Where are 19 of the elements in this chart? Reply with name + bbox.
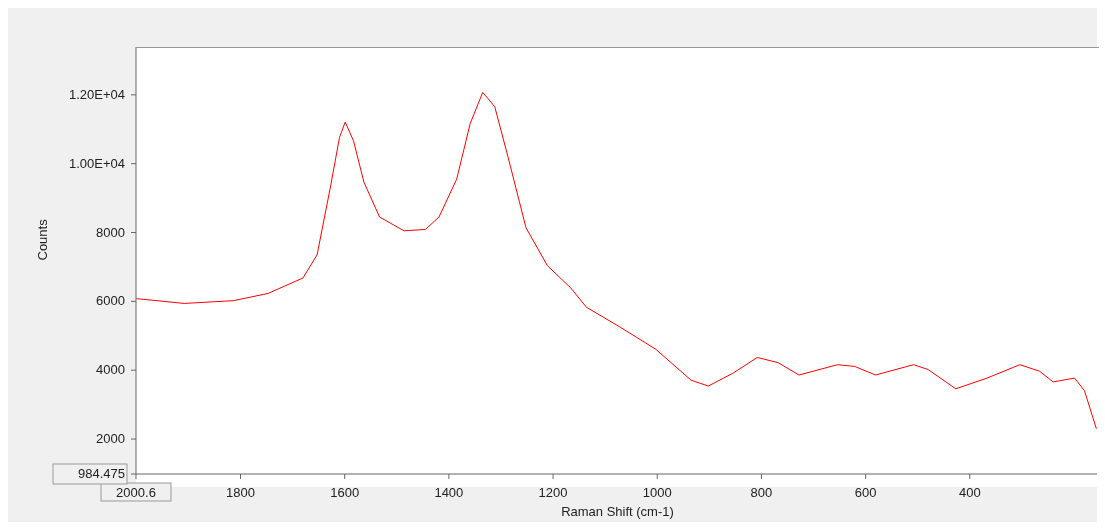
x-tick-label: 600 <box>854 485 877 500</box>
y-tick-label: 2000 <box>96 431 125 447</box>
y-tick-label: 984.475 <box>78 466 125 481</box>
y-tick-label: 6000 <box>96 293 125 309</box>
x-tick-label: 2000.6 <box>116 485 156 500</box>
y-tick-label: 1.20E+04 <box>68 86 125 102</box>
line-series <box>136 91 1097 430</box>
x-tick-label: 1600 <box>330 485 360 500</box>
y-tick-label: 4000 <box>96 362 125 378</box>
x-tick-label: 1000 <box>642 485 672 500</box>
x-tick-label: 400 <box>958 485 981 500</box>
x-tick-label: 1400 <box>434 485 464 500</box>
x-axis-title: Raman Shift (cm-1) <box>561 504 674 519</box>
x-tick-label: 1800 <box>226 485 255 500</box>
x-tick-label: 1200 <box>538 485 568 500</box>
y-tick-label: 1.00E+04 <box>68 155 125 171</box>
y-axis-title: Counts <box>34 218 50 261</box>
y-tick-label: 8000 <box>96 224 125 240</box>
x-tick-label: 800 <box>750 485 773 500</box>
